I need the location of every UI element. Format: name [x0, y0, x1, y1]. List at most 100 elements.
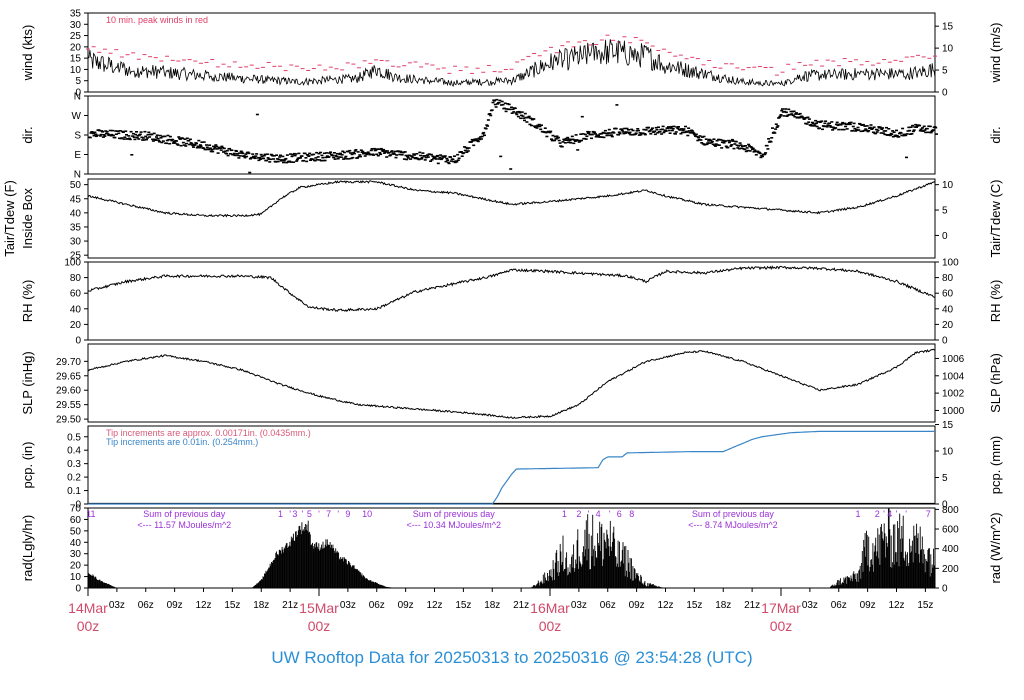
x-hour-label: 12z [426, 600, 442, 611]
dir-point [106, 133, 110, 135]
dir-point [614, 127, 618, 130]
dir-point [128, 138, 132, 141]
rad-ytick-label: 50 [70, 526, 82, 537]
dir-point [555, 135, 559, 137]
dir-point [715, 139, 719, 142]
dir-point [338, 153, 342, 156]
x-hour-label: 03z [802, 600, 818, 611]
dir-point [100, 130, 104, 132]
dir-point [456, 159, 460, 161]
dir-point [399, 150, 403, 153]
rh-ytick-label: 60 [70, 289, 82, 300]
dir-point [627, 132, 631, 135]
dir-point [385, 156, 389, 158]
dir-point [784, 108, 788, 110]
dir-point [369, 153, 372, 156]
dir-point [111, 129, 115, 132]
rad-hour-mark: ' [302, 509, 304, 519]
x-hour-label: 06z [600, 600, 616, 611]
dir-point [225, 149, 229, 152]
dir-point [895, 135, 899, 137]
dir-point [134, 133, 138, 136]
dir-point [409, 158, 413, 160]
dir-point [290, 155, 294, 158]
rad-hour-mark: ' [588, 509, 590, 519]
x-hour-label: 09z [629, 600, 645, 611]
dir-point [438, 156, 442, 159]
dir-point [710, 140, 714, 143]
dir-point [117, 132, 121, 135]
dir-point [539, 128, 543, 131]
dir-point [853, 127, 857, 130]
dir-point [181, 141, 185, 144]
dir-point [293, 154, 297, 157]
dir-point [268, 161, 272, 163]
dir-point [834, 127, 838, 129]
x-hour-label: 15z [917, 600, 933, 611]
dir-point [393, 150, 397, 153]
x-date-time-label: 00z [308, 618, 331, 634]
slp-frame [87, 343, 936, 423]
dir-point [169, 138, 173, 141]
dir-point [352, 151, 356, 154]
dir-point [379, 147, 383, 150]
rad-hour-mark: ' [905, 509, 907, 519]
dir-point [522, 117, 526, 119]
dir-point [620, 128, 624, 130]
dir-point [744, 145, 747, 147]
dir-point [266, 157, 270, 159]
dir-point [729, 145, 733, 147]
dir-point [334, 154, 338, 157]
rad-ylabel: rad(Lgly/hr) [20, 515, 35, 581]
dir-point [233, 154, 237, 157]
dir-point [469, 141, 473, 143]
slp-ytick-label: 29.65 [56, 371, 81, 382]
dir-point [476, 140, 480, 143]
dir-point [304, 157, 308, 159]
dir-point [193, 143, 197, 146]
dir-point [572, 142, 576, 145]
dir-point [158, 134, 162, 137]
dir-point [771, 127, 774, 129]
dir-point [118, 130, 122, 132]
dir-point [766, 148, 770, 150]
dir-point [662, 131, 666, 134]
dir-point [428, 153, 432, 156]
dir-point [695, 135, 699, 138]
dir-point [785, 115, 789, 117]
temp-ytick-right-label: 5 [942, 206, 948, 217]
dir-point [692, 132, 696, 135]
dir-point [826, 124, 830, 126]
dir-point [262, 154, 266, 157]
rad-ytick-label: 30 [70, 549, 82, 560]
dir-point [597, 136, 601, 138]
dir-point [431, 155, 435, 158]
dir-point [701, 143, 705, 145]
dir-point [434, 158, 438, 160]
dir-point [514, 112, 518, 114]
dir-point [302, 159, 306, 162]
dir-point [359, 155, 362, 158]
dir-point [753, 149, 757, 151]
dir-point [329, 151, 332, 153]
dir-point [358, 154, 362, 156]
x-date-time-label: 00z [539, 618, 562, 634]
dir-point [317, 152, 321, 155]
dir-point [412, 153, 416, 155]
dir-point [933, 126, 937, 128]
dir-point [720, 141, 724, 144]
dir-point [496, 103, 500, 105]
dir-point [822, 125, 826, 128]
dir-point [470, 138, 474, 141]
dir-point [332, 156, 336, 159]
dir-point [625, 127, 629, 130]
dir-point [863, 125, 867, 127]
wind-ytick-label: 25 [70, 31, 82, 42]
dir-point [677, 126, 680, 128]
dir-point [836, 124, 840, 127]
dir-point [537, 123, 541, 126]
dir-point [564, 137, 568, 140]
dir-point [747, 143, 751, 146]
dir-point [659, 128, 663, 131]
dir-point [318, 159, 322, 161]
